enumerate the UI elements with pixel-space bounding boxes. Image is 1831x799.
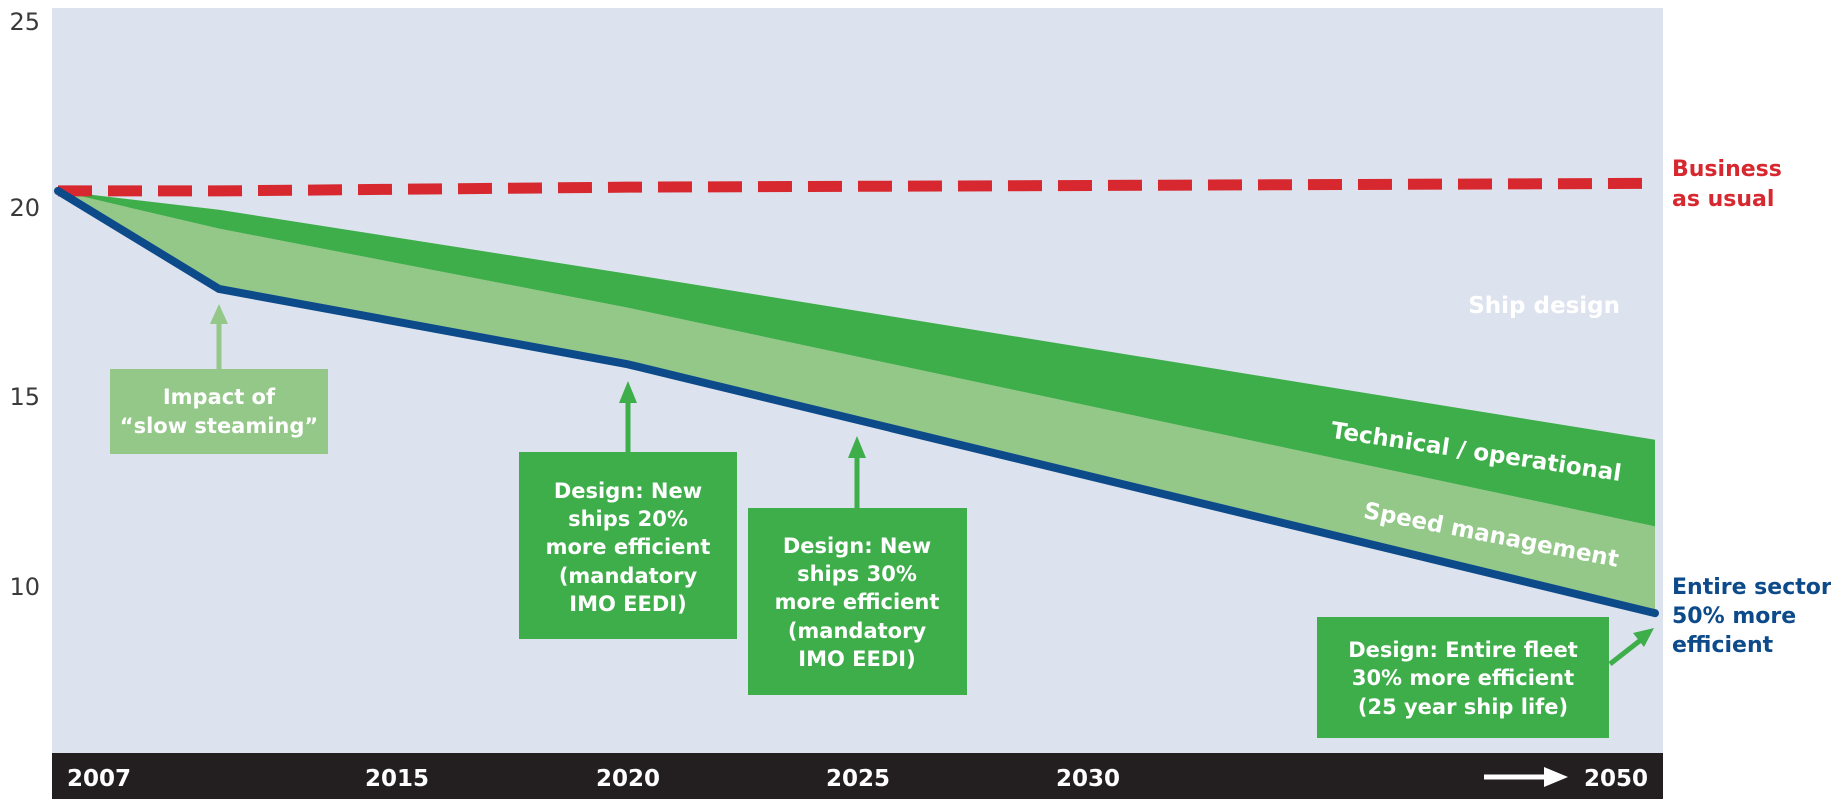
y-tick-label: 25 (9, 8, 40, 36)
x-axis-ticks: 2007 2015 2020 2025 2030 2050 (67, 766, 1648, 792)
annotation-text: “slow steaming” (120, 414, 318, 438)
x-tick-label: 2020 (596, 766, 660, 792)
annotation-text: Design: New (554, 479, 702, 503)
annotation-text: 30% more efficient (1352, 666, 1574, 690)
annotation-text: more efficient (546, 535, 711, 559)
arrow-head (1633, 628, 1654, 647)
sector-label-line: Entire sector (1672, 575, 1831, 600)
area-ship-design (58, 190, 1655, 527)
annotation-box (1317, 617, 1609, 738)
annotation-box (519, 452, 737, 639)
annotation-text: (mandatory (559, 564, 698, 588)
y-tick-label: 10 (9, 573, 40, 601)
arrow-head (619, 381, 637, 403)
arrow-head (210, 304, 228, 324)
y-tick-label: 20 (9, 194, 40, 222)
x-axis-bar (52, 753, 1663, 799)
sector-label-line: efficient (1672, 633, 1774, 658)
annotation-text: (25 year ship life) (1358, 695, 1568, 719)
x-tick-label: 2015 (365, 766, 429, 792)
bau-label-line: Business (1672, 157, 1782, 182)
annotation-text: IMO EEDI) (569, 592, 686, 616)
annotation-text: Design: New (783, 534, 931, 558)
annotation-text: ships 20% (568, 507, 688, 531)
annotation-box (748, 508, 967, 695)
arrow-shaft (1608, 637, 1644, 666)
annotation-eedi-20: Design: New ships 20% more efficient (ma… (519, 381, 737, 639)
arrow-head (848, 436, 866, 458)
annotation-fleet-30: Design: Entire fleet 30% more efficient … (1317, 617, 1654, 738)
x-tick-label: 2050 (1584, 766, 1648, 792)
line-entire-sector (54, 186, 1659, 618)
series-lines (54, 177, 1659, 618)
business-as-usual-label: Business as usual (1672, 157, 1782, 212)
entire-sector-label: Entire sector 50% more efficient (1672, 575, 1831, 658)
y-tick-label: 15 (9, 383, 40, 411)
line-business-as-usual (58, 177, 1656, 197)
bau-label-line: as usual (1672, 187, 1774, 212)
annotation-text: (mandatory (788, 619, 927, 643)
area-speed-management (58, 190, 1655, 614)
y-axis-ticks: 25 20 15 10 (9, 8, 40, 601)
x-tick-label: 2007 (67, 766, 131, 792)
x-tick-label: 2030 (1056, 766, 1120, 792)
band-label-ship-design: Ship design (1468, 293, 1620, 319)
annotation-box (110, 369, 328, 454)
stacked-areas (58, 190, 1655, 614)
annotation-text: Design: Entire fleet (1348, 638, 1578, 662)
annotation-eedi-30: Design: New ships 30% more efficient (ma… (748, 436, 967, 695)
x-tick-label: 2025 (826, 766, 890, 792)
annotation-text: IMO EEDI) (798, 647, 915, 671)
axis-arrow-icon (1544, 767, 1568, 787)
annotation-text: Impact of (163, 385, 276, 409)
annotation-text: more efficient (775, 590, 940, 614)
annotation-slow-steaming: Impact of “slow steaming” (110, 304, 328, 454)
sector-label-line: 50% more (1672, 604, 1796, 629)
annotation-text: ships 30% (797, 562, 917, 586)
